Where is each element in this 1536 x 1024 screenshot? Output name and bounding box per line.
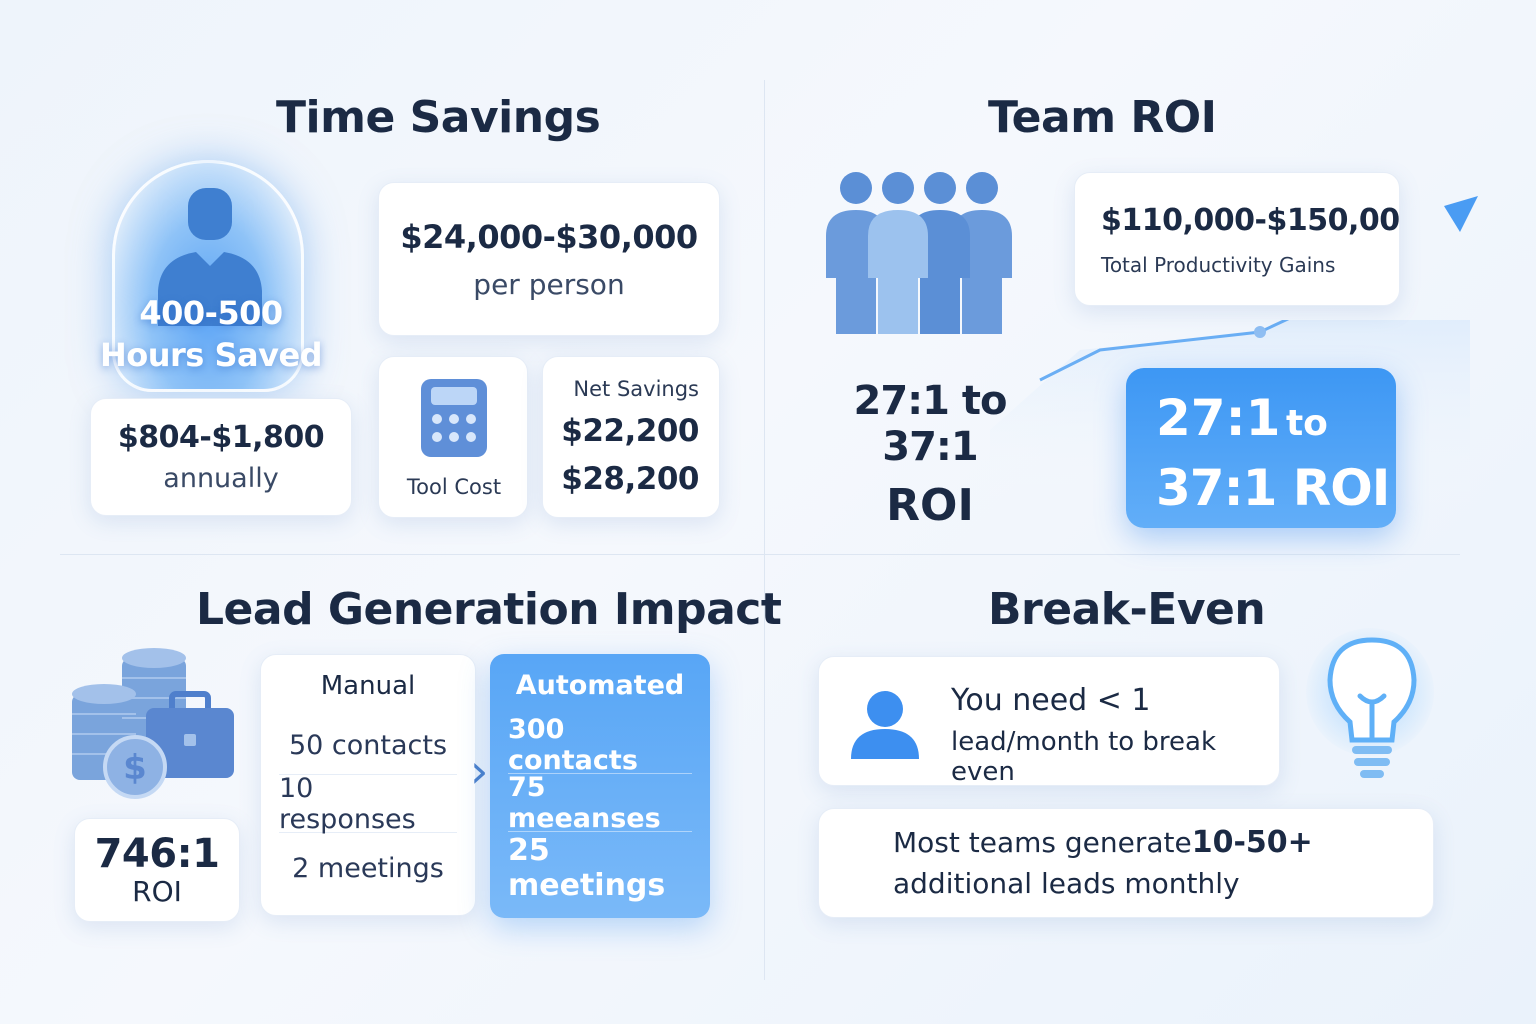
lead-roi-value: 746:1	[94, 830, 220, 877]
productivity-value: $110,000-$150,00	[1101, 203, 1400, 238]
annual-cost-value: $804-$1,800	[117, 420, 325, 455]
per-person-label: per person	[473, 267, 625, 301]
value-per-person: $24,000-$30,000	[400, 217, 698, 256]
arrow-head-icon	[1444, 196, 1478, 232]
automated-row: 300 contacts	[508, 714, 692, 776]
net-savings-low: $22,200	[561, 413, 699, 449]
manual-card: Manual 50 contacts 10 responses 2 meetin…	[260, 654, 476, 916]
teams-leads-range: 10-50+	[1191, 825, 1313, 860]
dollar-coin-icon: $	[103, 735, 167, 799]
lightbulb-icon	[1327, 637, 1417, 778]
person-silhouette-icon	[158, 188, 262, 326]
roi-range-label: ROI	[886, 480, 974, 531]
automated-header: Automated	[515, 669, 685, 701]
roi-highlight-low: 27:1	[1156, 389, 1281, 447]
teams-line-2: additional leads monthly	[893, 867, 1240, 900]
roi-range-value: 27:1 to 37:1	[853, 378, 1007, 470]
productivity-card: $110,000-$150,00 Total Productivity Gain…	[1074, 172, 1400, 306]
chevron-right-icon: ›	[470, 744, 489, 798]
roi-highlight-high: 37:1 ROI	[1156, 459, 1390, 517]
automated-row: 25 meetings	[508, 833, 666, 903]
tool-cost-label: Tool Cost	[406, 475, 502, 499]
roi-range-text: 27:1 to 37:1 ROI	[800, 378, 1060, 531]
svg-text:$: $	[123, 748, 147, 788]
break-even-title: Break-Even	[988, 584, 1266, 635]
break-even-need-card: You need < 1 lead/month to break even	[818, 656, 1280, 787]
net-savings-high: $28,200	[561, 461, 699, 497]
manual-row: 10 responses	[279, 773, 457, 835]
net-savings-label: Net Savings	[573, 377, 699, 401]
value-per-person-card: $24,000-$30,000 per person	[378, 182, 720, 336]
manual-header: Manual	[320, 671, 416, 701]
hours-value: 400-500	[139, 294, 283, 332]
user-icon	[851, 691, 919, 759]
horizontal-divider	[60, 554, 1460, 555]
automated-row: 75 meeanses	[508, 772, 692, 834]
tool-cost-card: Tool Cost	[378, 356, 528, 518]
calculator-icon	[421, 379, 487, 457]
time-savings-title: Time Savings	[276, 92, 601, 143]
briefcase-icon	[146, 691, 234, 778]
teams-generate-card: Most teams generate10-50+ additional lea…	[818, 808, 1434, 918]
need-line-2: lead/month to break even	[951, 727, 1217, 787]
teams-line-1-text: Most teams generate	[893, 826, 1192, 859]
annual-label: annually	[163, 463, 279, 494]
hours-saved-text: 400-500 Hours Saved	[96, 292, 326, 376]
productivity-label: Total Productivity Gains	[1101, 253, 1336, 277]
need-line-1: You need < 1	[951, 683, 1151, 718]
manual-row: 50 contacts	[279, 717, 457, 775]
lead-roi-card: 746:1 ROI	[74, 818, 240, 922]
manual-row: 2 meetings	[292, 852, 444, 884]
team-icon	[826, 172, 1012, 334]
hours-label: Hours Saved	[99, 336, 323, 374]
vertical-divider	[764, 80, 765, 980]
lead-roi-label: ROI	[132, 874, 182, 908]
annual-cost-card: $804-$1,800 annually	[90, 398, 352, 516]
lead-gen-title: Lead Generation Impact	[196, 584, 782, 635]
roi-highlight-to: to	[1285, 403, 1328, 444]
automated-card: Automated 300 contacts 75 meeanses 25 me…	[490, 654, 710, 918]
teams-line-1: Most teams generate10-50+	[893, 825, 1313, 860]
team-roi-title: Team ROI	[988, 92, 1217, 143]
net-savings-card: Net Savings $22,200 $28,200	[542, 356, 720, 518]
roi-highlight-card: 27:1 to 37:1 ROI	[1126, 368, 1396, 528]
